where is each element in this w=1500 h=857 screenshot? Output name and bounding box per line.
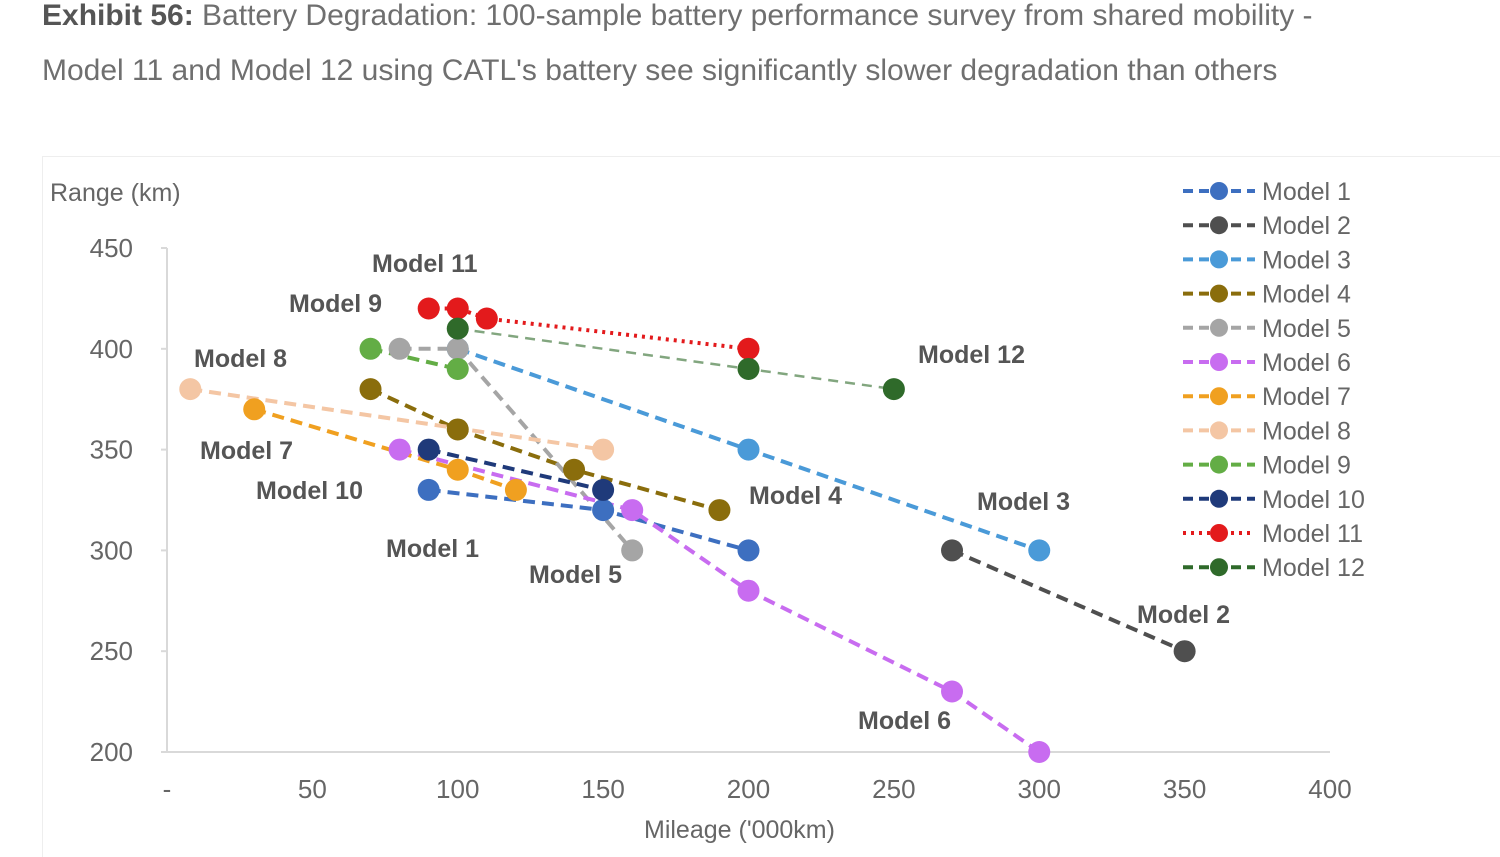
y-tick-label: 300 <box>90 535 133 565</box>
legend-swatch-marker <box>1210 250 1228 269</box>
legend-label: Model 10 <box>1262 486 1365 514</box>
annotation-label: Model 5 <box>529 561 622 589</box>
legend-swatch-marker <box>1210 455 1228 474</box>
data-point <box>446 357 469 380</box>
annotation-label: Model 3 <box>977 488 1070 516</box>
data-point <box>417 438 440 461</box>
series-line-9 <box>370 346 459 371</box>
data-point <box>179 378 202 401</box>
data-point <box>563 458 586 481</box>
data-point <box>592 499 615 522</box>
data-point <box>446 418 469 441</box>
legend-label: Model 6 <box>1262 349 1351 377</box>
data-point <box>475 307 498 330</box>
x-tick-label: 350 <box>1163 774 1206 804</box>
data-point <box>737 357 760 380</box>
series-line-2 <box>951 548 1186 654</box>
chart-title: Exhibit 56: Battery Degradation: 100-sam… <box>42 0 1382 98</box>
data-point <box>737 438 760 461</box>
legend-swatch-marker <box>1210 558 1228 577</box>
data-point <box>417 478 440 501</box>
x-axis-label: Mileage ('000km) <box>644 816 835 843</box>
data-point <box>446 297 469 320</box>
legend-swatch-marker <box>1210 524 1228 542</box>
data-point <box>592 478 615 501</box>
data-point <box>941 680 964 703</box>
y-tick-label: 200 <box>90 737 133 767</box>
data-point <box>621 499 644 522</box>
series-line-8 <box>189 387 604 452</box>
legend-label: Model 12 <box>1262 554 1365 582</box>
legend-swatch-marker <box>1210 182 1228 200</box>
data-point <box>446 337 469 360</box>
legend-swatch-marker <box>1210 353 1228 371</box>
series-line-10 <box>428 447 604 492</box>
data-point <box>243 398 266 421</box>
annotation-label: Model 4 <box>749 482 842 510</box>
legend-label: Model 7 <box>1262 383 1351 411</box>
data-point <box>388 337 411 360</box>
legend-label: Model 4 <box>1262 281 1351 309</box>
annotation-label: Model 11 <box>372 250 478 278</box>
data-point <box>388 438 411 461</box>
data-point <box>882 378 905 401</box>
legend-swatch-marker <box>1210 421 1228 440</box>
data-point <box>446 458 469 481</box>
legend-label: Model 9 <box>1262 452 1351 480</box>
series-line-4 <box>369 387 720 513</box>
data-point <box>737 539 760 562</box>
annotation-label: Model 6 <box>858 707 951 735</box>
data-point <box>737 579 760 602</box>
legend-swatch-marker <box>1210 216 1228 235</box>
x-tick-label: 200 <box>727 774 770 804</box>
legend-label: Model 2 <box>1262 212 1351 240</box>
data-point <box>359 378 382 401</box>
series-line-12 <box>457 327 895 391</box>
legend-swatch-marker <box>1210 489 1228 508</box>
legend-swatch-marker <box>1210 387 1228 406</box>
y-tick-label: 400 <box>90 334 133 364</box>
data-point <box>504 478 527 501</box>
data-point <box>417 297 440 320</box>
annotation-label: Model 7 <box>200 437 293 465</box>
x-tick-label: 250 <box>872 774 915 804</box>
legend-label: Model 11 <box>1262 520 1363 548</box>
title-text: Battery Degradation: 100-sample battery … <box>42 0 1313 87</box>
data-point <box>621 539 644 562</box>
x-tick-label: 300 <box>1018 774 1061 804</box>
chart-frame <box>42 156 1500 857</box>
data-point <box>1173 640 1196 663</box>
data-point <box>941 539 964 562</box>
y-tick-label: 450 <box>90 233 133 263</box>
legend-label: Model 5 <box>1262 315 1351 343</box>
data-point <box>737 337 760 360</box>
data-point <box>592 438 615 461</box>
annotation-label: Model 8 <box>194 345 287 373</box>
data-point <box>359 337 382 360</box>
y-tick-label: 350 <box>90 435 133 465</box>
data-point <box>1028 741 1051 763</box>
legend-label: Model 8 <box>1262 417 1351 445</box>
annotation-label: Model 9 <box>289 290 382 318</box>
data-point <box>1028 539 1051 562</box>
x-tick-label: - <box>163 774 172 804</box>
y-axis-label: Range (km) <box>50 179 181 207</box>
legend-label: Model 1 <box>1262 178 1351 206</box>
annotation-label: Model 2 <box>1137 601 1230 629</box>
annotation-label: Model 12 <box>918 341 1025 369</box>
x-tick-label: 100 <box>436 774 479 804</box>
annotation-label: Model 10 <box>256 477 363 505</box>
exhibit-label: Exhibit 56: <box>42 0 194 32</box>
legend-swatch-marker <box>1210 318 1228 337</box>
x-tick-label: 400 <box>1308 774 1351 804</box>
x-tick-label: 150 <box>581 774 624 804</box>
data-point <box>708 499 731 522</box>
x-tick-label: 50 <box>298 774 327 804</box>
data-point <box>446 317 469 340</box>
annotation-label: Model 1 <box>386 535 479 563</box>
legend-swatch-marker <box>1210 284 1228 303</box>
legend-label: Model 3 <box>1262 246 1351 274</box>
y-tick-label: 250 <box>90 636 133 666</box>
